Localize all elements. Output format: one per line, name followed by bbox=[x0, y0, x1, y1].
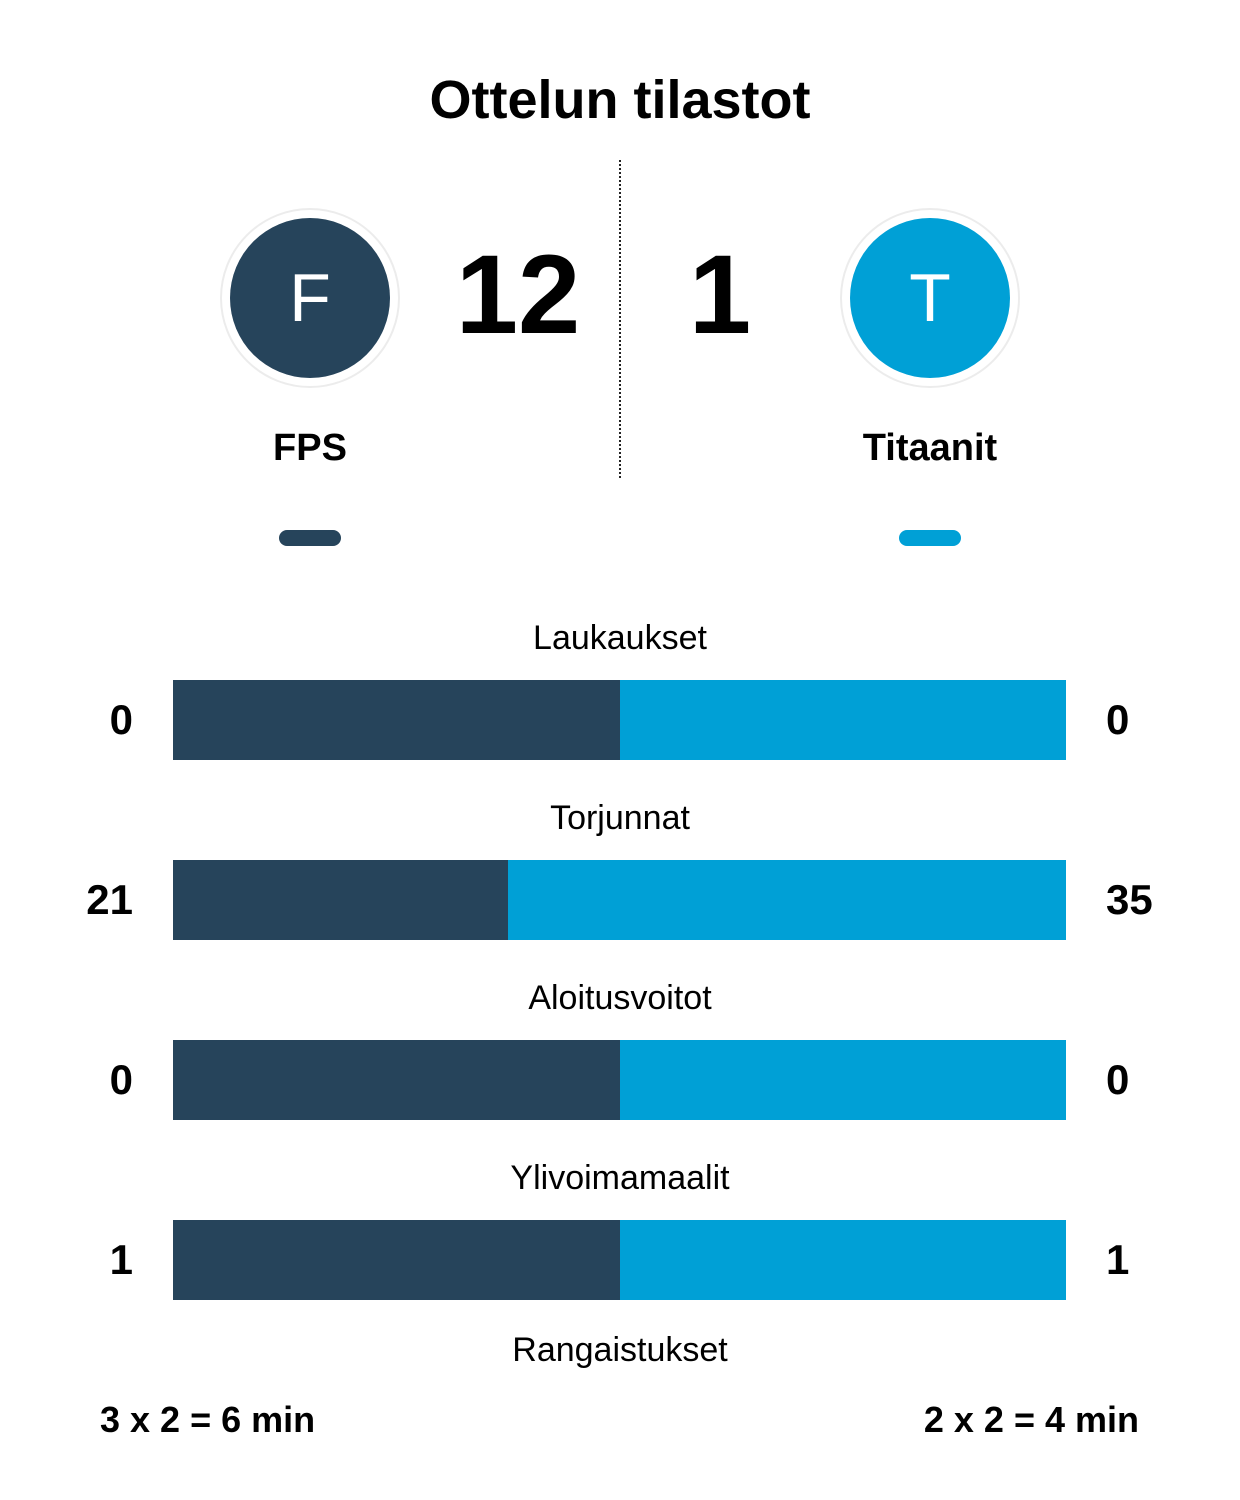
home-bar-segment bbox=[173, 680, 620, 760]
away-stat-value: 1 bbox=[1106, 1236, 1130, 1283]
stat-label: Torjunnat bbox=[550, 799, 690, 837]
away-team-initial: T bbox=[850, 218, 1010, 378]
home-team-logo: F bbox=[220, 208, 400, 388]
away-stat-value: 0 bbox=[1106, 696, 1130, 743]
stat-bar bbox=[173, 860, 1066, 940]
home-stat-value: 0 bbox=[109, 1056, 133, 1103]
away-stat-value: 0 bbox=[1106, 1056, 1130, 1103]
home-stat-value: 1 bbox=[109, 1236, 133, 1283]
stat-bar bbox=[173, 1220, 1066, 1300]
home-color-indicator bbox=[279, 530, 341, 546]
stat-bar bbox=[173, 680, 1066, 760]
penalties-label: Rangaistukset bbox=[512, 1331, 728, 1369]
home-penalties: 3 x 2 = 6 min bbox=[100, 1399, 316, 1440]
home-stat-value: 0 bbox=[109, 696, 133, 743]
away-team-logo: T bbox=[840, 208, 1020, 388]
away-score: 1 bbox=[688, 232, 752, 357]
home-bar-segment bbox=[173, 860, 508, 940]
home-bar-segment bbox=[173, 1040, 620, 1120]
home-team-initial: F bbox=[230, 218, 390, 378]
page-title: Ottelun tilastot bbox=[429, 70, 811, 130]
away-team-name: Titaanit bbox=[862, 427, 998, 469]
stat-label: Ylivoimamaalit bbox=[510, 1159, 730, 1197]
stat-label: Laukaukset bbox=[533, 619, 707, 657]
away-stat-value: 35 bbox=[1106, 876, 1153, 923]
stat-bar bbox=[173, 1040, 1066, 1120]
stat-label: Aloitusvoitot bbox=[528, 979, 712, 1017]
home-score: 12 bbox=[455, 232, 581, 357]
away-color-indicator bbox=[899, 530, 961, 546]
away-bar-segment bbox=[508, 860, 1066, 940]
away-penalties: 2 x 2 = 4 min bbox=[923, 1399, 1139, 1440]
away-bar-segment bbox=[620, 1220, 1066, 1300]
away-bar-segment bbox=[620, 1040, 1066, 1120]
home-stat-value: 21 bbox=[86, 876, 133, 923]
score-divider bbox=[619, 160, 621, 478]
home-bar-segment bbox=[173, 1220, 620, 1300]
home-team-name: FPS bbox=[273, 427, 347, 469]
away-bar-segment bbox=[620, 680, 1066, 760]
